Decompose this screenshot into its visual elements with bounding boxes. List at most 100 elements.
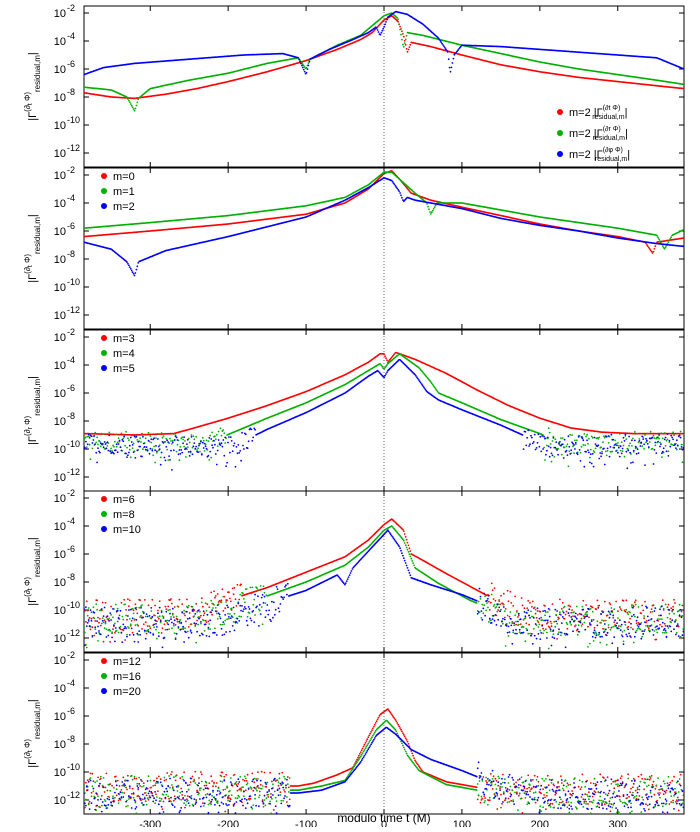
data-point: [214, 435, 216, 437]
data-point: [127, 98, 129, 100]
data-point: [134, 275, 136, 277]
data-point: [669, 240, 671, 242]
data-point: [222, 429, 224, 431]
data-point: [206, 440, 208, 442]
data-point: [409, 44, 411, 46]
data-point: [385, 357, 387, 359]
y-tick-label: 10: [54, 198, 66, 210]
y-tick-label: 10: [54, 226, 66, 238]
data-point: [91, 433, 93, 435]
data-point: [203, 440, 205, 442]
data-point: [303, 69, 305, 71]
data-point: [406, 35, 408, 37]
data-point: [204, 450, 206, 452]
data-point: [430, 213, 432, 215]
data-point: [116, 446, 118, 448]
legend-entry: m=2: [113, 201, 135, 213]
y-tick-label: 10: [54, 472, 66, 484]
data-point: [217, 445, 219, 447]
data-point: [131, 270, 133, 272]
data-point: [386, 359, 388, 361]
data-point: [400, 194, 402, 196]
data-point: [399, 29, 401, 31]
y-tick-exponent: -8: [67, 249, 75, 259]
data-point: [179, 446, 181, 448]
data-point: [654, 248, 656, 250]
data-point: [160, 457, 162, 459]
data-point: [136, 265, 138, 267]
data-point: [94, 432, 96, 434]
data-point: [427, 206, 429, 208]
data-point: [125, 431, 127, 433]
data-point: [191, 434, 193, 436]
data-point: [162, 437, 164, 439]
data-point: [401, 39, 403, 41]
data-point: [136, 269, 138, 271]
data-point: [177, 444, 179, 446]
data-point: [453, 58, 455, 60]
data-point: [662, 245, 664, 247]
y-tick-label: 10: [54, 416, 66, 428]
data-point: [653, 251, 655, 253]
data-point: [397, 19, 399, 21]
data-point: [434, 206, 436, 208]
data-point: [173, 433, 175, 435]
legend-marker: [101, 173, 107, 179]
data-point: [99, 441, 101, 443]
data-point: [128, 265, 130, 267]
data-point: [139, 437, 141, 439]
y-axis-label: |Γ(∂t Φ)residual,m|: [23, 214, 42, 283]
data-point: [127, 437, 129, 439]
data-point: [107, 445, 109, 447]
y-tick-exponent: -10: [67, 439, 80, 449]
data-point: [452, 62, 454, 64]
data-point: [433, 208, 435, 210]
data-point: [398, 190, 400, 192]
data-point: [179, 459, 181, 461]
data-point: [384, 355, 386, 357]
data-point: [131, 435, 133, 437]
data-point: [88, 435, 90, 437]
data-point: [401, 31, 403, 33]
data-point: [656, 235, 658, 237]
y-tick-exponent: -4: [67, 31, 75, 41]
data-point: [384, 23, 386, 25]
data-point: [221, 435, 223, 437]
data-point: [381, 32, 383, 34]
data-point: [300, 63, 302, 65]
data-point: [398, 24, 400, 26]
data-point: [167, 459, 169, 461]
data-point: [117, 441, 119, 443]
data-point: [85, 436, 87, 438]
data-point: [407, 51, 409, 53]
y-tick-label: 10: [54, 64, 66, 76]
y-tick-exponent: -2: [67, 327, 75, 337]
data-point: [659, 240, 661, 242]
data-point: [450, 71, 452, 73]
data-point: [399, 26, 401, 28]
data-point: [435, 205, 437, 207]
y-tick-label: 10: [54, 310, 66, 322]
data-point: [220, 427, 222, 429]
y-tick-label: 10: [54, 8, 66, 20]
data-point: [126, 447, 128, 449]
data-point: [187, 446, 189, 448]
data-point: [383, 26, 385, 28]
y-tick-exponent: -2: [67, 3, 75, 13]
data-point: [306, 72, 308, 74]
data-point: [428, 208, 430, 210]
data-point: [378, 31, 380, 33]
data-point: [182, 439, 184, 441]
data-point: [193, 435, 195, 437]
data-point: [130, 103, 132, 105]
data-point: [400, 34, 402, 36]
data-point: [297, 57, 299, 59]
data-point: [176, 451, 178, 453]
data-point: [195, 436, 197, 438]
data-point: [97, 444, 99, 446]
data-point: [157, 433, 159, 435]
data-point: [654, 245, 656, 247]
data-point: [377, 29, 379, 31]
